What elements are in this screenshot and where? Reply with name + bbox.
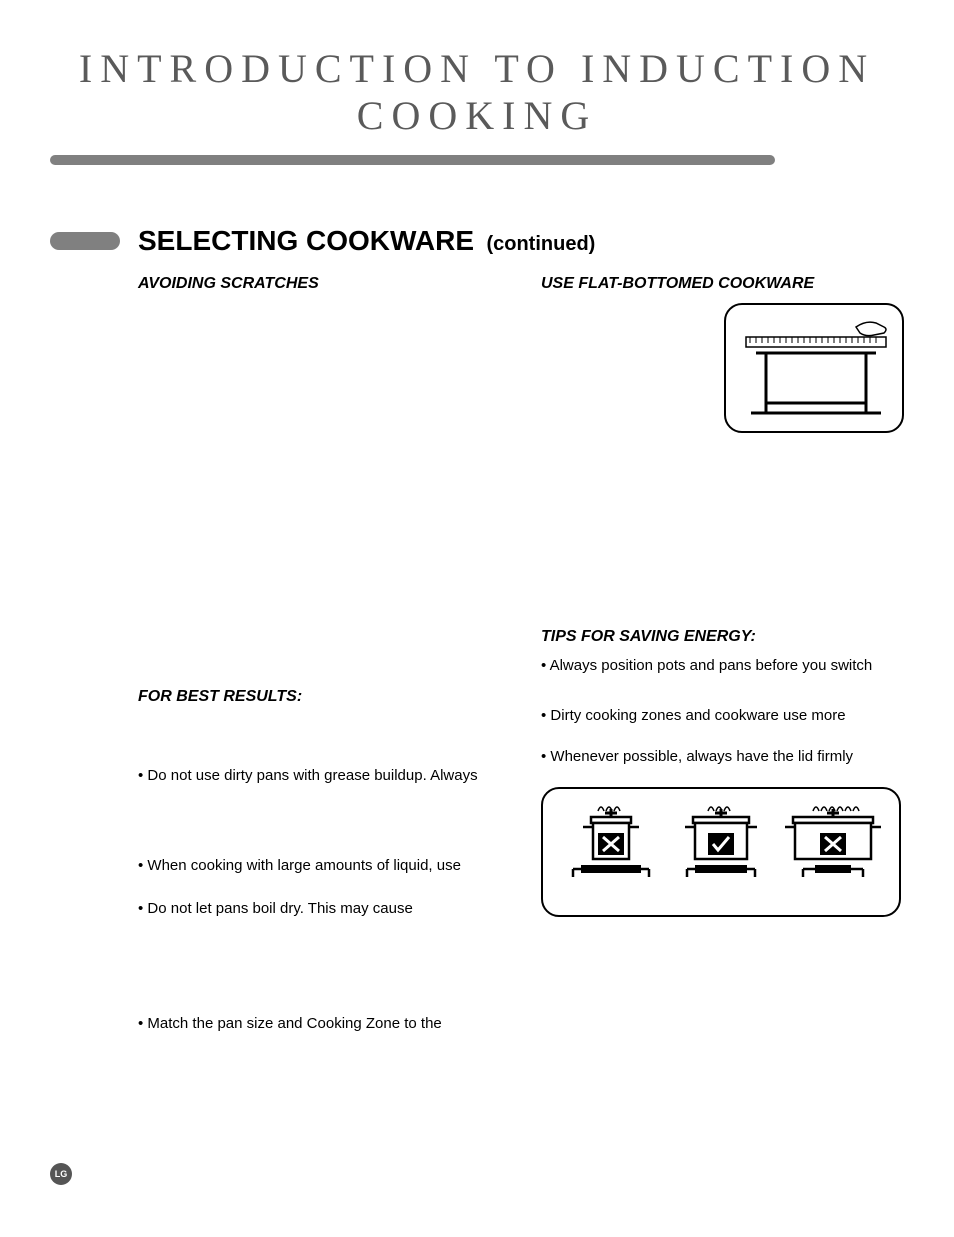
list-item: Match the pan size and Cooking Zone to t…: [138, 1014, 501, 1034]
right-heading-1: USE FLAT-BOTTOMED COOKWARE: [541, 275, 904, 293]
title-rule: [50, 155, 775, 165]
ruler-pot-diagram: [724, 303, 904, 433]
section-heading: SELECTING COOKWARE (continued): [138, 225, 595, 257]
page-title: INTRODUCTION TO INDUCTION COOKING: [50, 45, 904, 139]
section-pill-icon: [50, 232, 120, 250]
right-heading-2: TIPS FOR SAVING ENERGY:: [541, 628, 904, 646]
section-heading-row: SELECTING COOKWARE (continued): [50, 225, 904, 257]
section-title: SELECTING COOKWARE: [138, 225, 474, 256]
list-item: Whenever possible, always have the lid f…: [541, 747, 904, 767]
section-subtitle: (continued): [486, 233, 595, 255]
left-heading-2: FOR BEST RESULTS:: [138, 688, 501, 706]
list-item: Do not use dirty pans with grease buildu…: [138, 766, 501, 786]
content-columns: AVOIDING SCRATCHES FOR BEST RESULTS: Do …: [138, 275, 904, 1072]
left-column: AVOIDING SCRATCHES FOR BEST RESULTS: Do …: [138, 275, 501, 1072]
right-column: USE FLAT-BOTTOMED COOKWARE: [541, 275, 904, 1072]
brand-logo-icon: LG: [50, 1163, 72, 1185]
list-item: Always position pots and pans before you…: [541, 656, 904, 676]
left-heading-1: AVOIDING SCRATCHES: [138, 275, 501, 293]
pot-size-diagram: [541, 787, 901, 917]
list-item: Dirty cooking zones and cookware use mor…: [541, 706, 904, 726]
brand-logo-text: LG: [55, 1169, 68, 1179]
list-item: When cooking with large amounts of liqui…: [138, 856, 501, 876]
list-item: Do not let pans boil dry. This may cause: [138, 899, 501, 919]
